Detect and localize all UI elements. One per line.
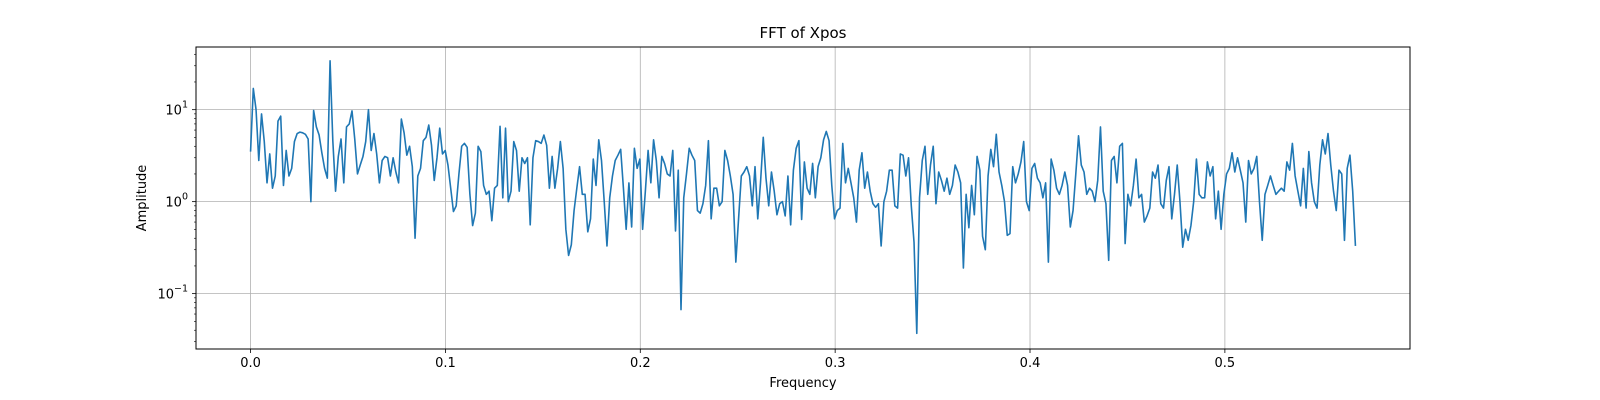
y-tick-label: 10−1 bbox=[157, 284, 188, 303]
y-tick-label: 100 bbox=[165, 192, 188, 211]
x-tick-label: 0.2 bbox=[630, 356, 651, 371]
x-tick-label: 0.3 bbox=[825, 356, 846, 371]
x-tick-label: 0.5 bbox=[1215, 356, 1236, 371]
series-layer bbox=[249, 59, 1357, 335]
x-tick-label: 0.0 bbox=[240, 356, 261, 371]
y-axis-title: Amplitude bbox=[135, 165, 150, 232]
x-tick-label: 0.4 bbox=[1020, 356, 1041, 371]
chart-title: FFT of Xpos bbox=[760, 24, 847, 42]
x-tick-label: 0.1 bbox=[435, 356, 456, 371]
fft-series-line bbox=[249, 59, 1357, 335]
axis-ticks: 0.0 0.1 0.2 0.3 0.4 0.5 10−1 100 101 bbox=[157, 53, 1236, 371]
y-tick-label: 101 bbox=[165, 100, 188, 119]
plot-frame bbox=[195, 46, 1411, 350]
x-axis-title: Frequency bbox=[769, 376, 836, 391]
